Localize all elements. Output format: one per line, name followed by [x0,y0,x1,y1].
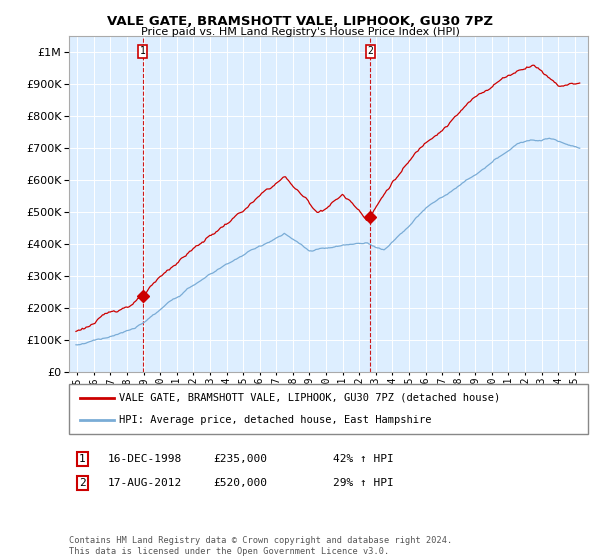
Text: Contains HM Land Registry data © Crown copyright and database right 2024.
This d: Contains HM Land Registry data © Crown c… [69,536,452,556]
Text: HPI: Average price, detached house, East Hampshire: HPI: Average price, detached house, East… [119,415,431,425]
Text: Price paid vs. HM Land Registry's House Price Index (HPI): Price paid vs. HM Land Registry's House … [140,27,460,37]
Text: 1: 1 [140,46,146,57]
Text: 1: 1 [79,454,86,464]
Text: 42% ↑ HPI: 42% ↑ HPI [333,454,394,464]
Text: 29% ↑ HPI: 29% ↑ HPI [333,478,394,488]
Text: 17-AUG-2012: 17-AUG-2012 [108,478,182,488]
Text: 2: 2 [367,46,373,57]
Text: 16-DEC-1998: 16-DEC-1998 [108,454,182,464]
Text: VALE GATE, BRAMSHOTT VALE, LIPHOOK, GU30 7PZ: VALE GATE, BRAMSHOTT VALE, LIPHOOK, GU30… [107,15,493,28]
Text: 2: 2 [79,478,86,488]
Text: VALE GATE, BRAMSHOTT VALE, LIPHOOK, GU30 7PZ (detached house): VALE GATE, BRAMSHOTT VALE, LIPHOOK, GU30… [119,393,500,403]
Text: £520,000: £520,000 [213,478,267,488]
Text: £235,000: £235,000 [213,454,267,464]
